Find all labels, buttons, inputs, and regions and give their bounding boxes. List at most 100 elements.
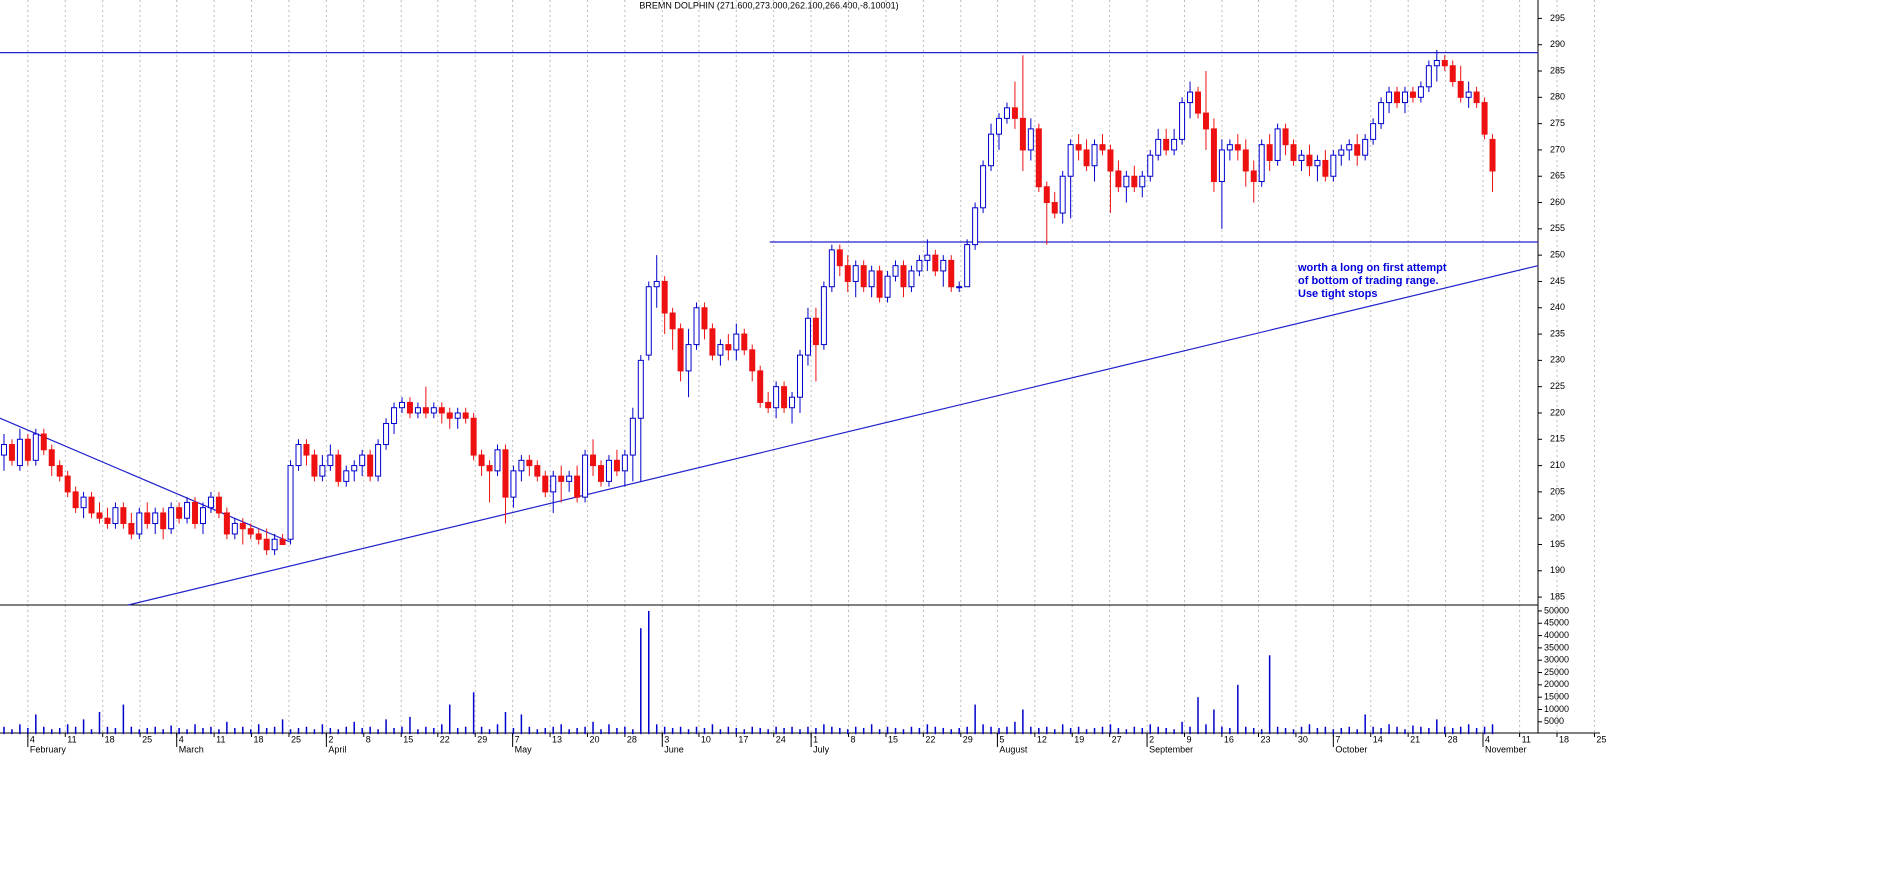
candle-body <box>32 433 39 461</box>
candle-body <box>1099 144 1106 151</box>
volume-tick-label: 50000 <box>1544 605 1569 615</box>
candle-body <box>486 465 493 472</box>
candle-body <box>558 475 565 482</box>
candle-body <box>860 265 867 288</box>
candle-body <box>406 401 413 414</box>
candle-body <box>1481 102 1488 135</box>
candle-body <box>1306 154 1313 167</box>
month-label: April <box>328 744 346 754</box>
candle-body <box>542 475 549 493</box>
candle-body <box>1250 170 1257 182</box>
y-tick-label: 270 <box>1550 144 1565 154</box>
y-tick-label: 280 <box>1550 92 1565 102</box>
candle-body <box>908 270 915 288</box>
candle-body <box>868 270 875 288</box>
volume-tick-label: 5000 <box>1544 716 1564 726</box>
candle-body <box>1346 144 1353 151</box>
candle-body <box>677 328 684 372</box>
x-tick-label: 11 <box>67 734 76 744</box>
y-tick-label: 235 <box>1550 328 1565 338</box>
candle-body <box>271 538 278 551</box>
candle-body <box>693 307 700 346</box>
candle-body <box>1242 149 1249 172</box>
x-tick-label: 29 <box>963 734 973 744</box>
candle-body <box>749 349 756 372</box>
candle-body <box>621 454 628 472</box>
x-tick-label: 28 <box>1448 734 1458 744</box>
candle-body <box>160 512 167 530</box>
candle-body <box>383 423 390 446</box>
candle-body <box>303 444 310 456</box>
candle-body <box>120 507 127 524</box>
candle-body <box>494 449 501 472</box>
candle-body <box>1226 144 1233 151</box>
candle-body <box>1091 144 1098 167</box>
month-label: October <box>1335 744 1367 754</box>
candle-body <box>1354 144 1361 156</box>
candle-body <box>1417 86 1424 98</box>
candle-body <box>1043 186 1050 204</box>
x-tick-label: 12 <box>1037 734 1047 744</box>
candle-body <box>88 496 95 514</box>
candle-body <box>940 259 947 272</box>
candle-body <box>1059 175 1066 214</box>
candle-body <box>398 401 405 409</box>
x-tick-label: 4 <box>1485 734 1490 744</box>
candle-body <box>1282 128 1289 146</box>
candle-body <box>1370 123 1377 140</box>
candle-body <box>1465 91 1472 98</box>
annotation-line: worth a long on first attempt <box>1298 262 1447 274</box>
candle-body <box>1083 149 1090 167</box>
candle-body <box>900 265 907 288</box>
x-tick-label: 18 <box>105 734 115 744</box>
x-tick-label: 2 <box>328 734 333 744</box>
x-tick-label: 11 <box>216 734 225 744</box>
candle-body <box>319 465 326 477</box>
volume-tick-label: 10000 <box>1544 704 1569 714</box>
candle-body <box>717 344 724 356</box>
candle-body <box>40 433 47 451</box>
candle-body <box>231 522 238 535</box>
annotation-line: Use tight stops <box>1298 288 1378 300</box>
candle-body <box>367 454 374 477</box>
candle-body <box>16 438 23 467</box>
candle-body <box>613 459 620 472</box>
candle-body <box>1027 128 1034 151</box>
candle-body <box>1210 128 1217 183</box>
candle-body <box>645 286 652 356</box>
candle-body <box>128 522 135 535</box>
volume-tick-label: 30000 <box>1544 655 1569 665</box>
candle-body <box>1401 91 1408 104</box>
y-tick-label: 230 <box>1550 355 1565 365</box>
y-tick-label: 205 <box>1550 486 1565 496</box>
y-tick-label: 220 <box>1550 407 1565 417</box>
x-tick-label: 25 <box>291 734 301 744</box>
candle-body <box>375 444 382 477</box>
candle-body <box>1003 107 1010 119</box>
candle-body <box>892 265 899 277</box>
candle-body <box>1139 175 1146 188</box>
candle-body <box>478 454 485 467</box>
candle-body <box>566 475 573 482</box>
candle-body <box>781 386 788 409</box>
candle-body <box>964 244 971 288</box>
candle-body <box>1147 154 1154 177</box>
candle-body <box>685 344 692 372</box>
x-tick-label: 15 <box>888 734 898 744</box>
chart-title: BREMN DOLPHIN (271.600,273.000,262.100,2… <box>639 0 898 10</box>
x-tick-label: 2 <box>1149 734 1154 744</box>
candle-body <box>725 344 732 351</box>
candle-body <box>1123 175 1130 188</box>
candle-body <box>844 265 851 282</box>
candle-body <box>1298 154 1305 161</box>
volume-tick-label: 25000 <box>1544 667 1569 677</box>
candle-body <box>24 438 31 461</box>
candle-body <box>1179 102 1186 140</box>
month-label: August <box>999 744 1028 754</box>
candle-body <box>884 275 891 298</box>
month-label: July <box>813 744 830 754</box>
x-tick-label: 7 <box>515 734 520 744</box>
volume-tick-label: 20000 <box>1544 679 1569 689</box>
candle-body <box>797 354 803 398</box>
